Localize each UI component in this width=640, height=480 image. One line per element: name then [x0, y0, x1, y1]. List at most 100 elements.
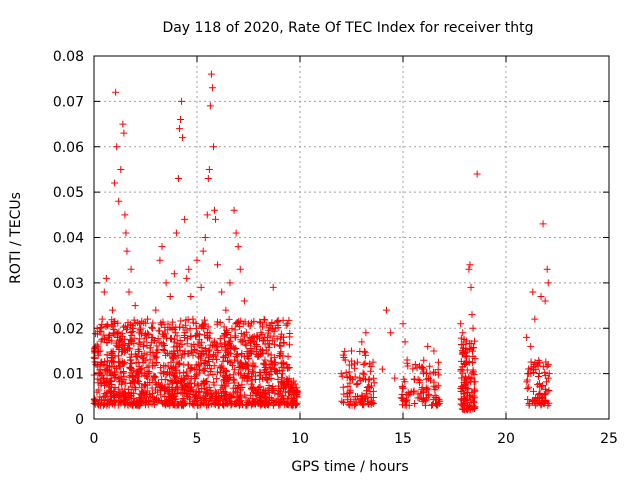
data-point: [117, 399, 125, 407]
data-point: [212, 375, 220, 383]
data-point: [233, 318, 241, 326]
data-point: [525, 383, 533, 391]
data-point: [462, 340, 470, 348]
data-point: [357, 398, 365, 406]
data-point: [343, 373, 351, 381]
data-point: [269, 401, 277, 409]
data-point: [126, 336, 134, 344]
data-point: [463, 366, 471, 374]
data-point: [201, 320, 209, 328]
data-point: [210, 381, 218, 389]
data-point: [152, 306, 160, 314]
data-point: [109, 347, 117, 355]
data-point: [124, 385, 132, 393]
data-point: [250, 317, 258, 325]
data-point: [101, 357, 109, 365]
data-point: [463, 353, 471, 361]
data-point: [183, 326, 191, 334]
data-point: [174, 347, 182, 355]
data-point: [264, 376, 272, 384]
data-point: [239, 364, 247, 372]
data-point: [458, 405, 466, 413]
data-point: [199, 247, 207, 255]
data-point: [466, 375, 474, 383]
data-point: [269, 283, 277, 291]
data-point: [146, 344, 154, 352]
data-point: [260, 386, 268, 394]
data-point: [176, 323, 184, 331]
data-point: [470, 385, 478, 393]
data-point: [205, 165, 213, 173]
data-point: [378, 365, 386, 373]
data-point: [220, 354, 228, 362]
data-point: [220, 387, 228, 395]
data-point: [157, 382, 165, 390]
data-point: [128, 401, 136, 409]
data-point: [527, 358, 535, 366]
data-point: [267, 368, 275, 376]
data-point: [112, 88, 120, 96]
data-point: [369, 399, 377, 407]
data-point: [268, 395, 276, 403]
data-point: [436, 397, 444, 405]
data-point: [426, 362, 434, 370]
data-point: [362, 390, 370, 398]
data-point: [149, 359, 157, 367]
data-point: [276, 387, 284, 395]
data-point: [536, 389, 544, 397]
data-point: [405, 401, 413, 409]
data-point: [274, 375, 282, 383]
data-point: [184, 350, 192, 358]
data-point: [152, 395, 160, 403]
data-point: [252, 388, 260, 396]
data-point: [204, 323, 212, 331]
data-point: [235, 369, 243, 377]
data-point: [275, 351, 283, 359]
data-point: [284, 352, 292, 360]
data-point: [193, 256, 201, 264]
data-point: [253, 342, 261, 350]
data-point: [115, 338, 123, 346]
data-point: [257, 329, 265, 337]
data-point: [464, 388, 472, 396]
data-point: [153, 348, 161, 356]
data-point: [424, 342, 432, 350]
data-point: [164, 380, 172, 388]
data-point: [535, 356, 543, 364]
data-point: [363, 383, 371, 391]
data-point: [175, 125, 183, 133]
data-point: [346, 401, 354, 409]
x-tick-label: 0: [90, 431, 99, 447]
data-point: [354, 379, 362, 387]
data-point: [205, 383, 213, 391]
data-point: [530, 387, 538, 395]
data-point: [348, 357, 356, 365]
data-point: [120, 395, 128, 403]
data-point: [111, 401, 119, 409]
data-point: [468, 394, 476, 402]
data-point: [202, 401, 210, 409]
data-point: [230, 379, 238, 387]
data-point: [457, 365, 465, 373]
data-point: [196, 330, 204, 338]
data-point: [228, 325, 236, 333]
data-point: [237, 329, 245, 337]
data-point: [221, 330, 229, 338]
data-point: [465, 402, 473, 410]
data-point: [162, 351, 170, 359]
data-point: [94, 369, 102, 377]
data-point: [140, 382, 148, 390]
data-point: [156, 339, 164, 347]
data-point: [340, 390, 348, 398]
data-point: [468, 311, 476, 319]
data-point: [162, 279, 170, 287]
data-point: [211, 352, 219, 360]
data-point: [344, 382, 352, 390]
data-point: [202, 344, 210, 352]
data-point: [429, 368, 437, 376]
data-point: [459, 329, 467, 337]
data-point: [192, 331, 200, 339]
data-point: [253, 389, 261, 397]
data-point: [109, 358, 117, 366]
data-point: [213, 368, 221, 376]
